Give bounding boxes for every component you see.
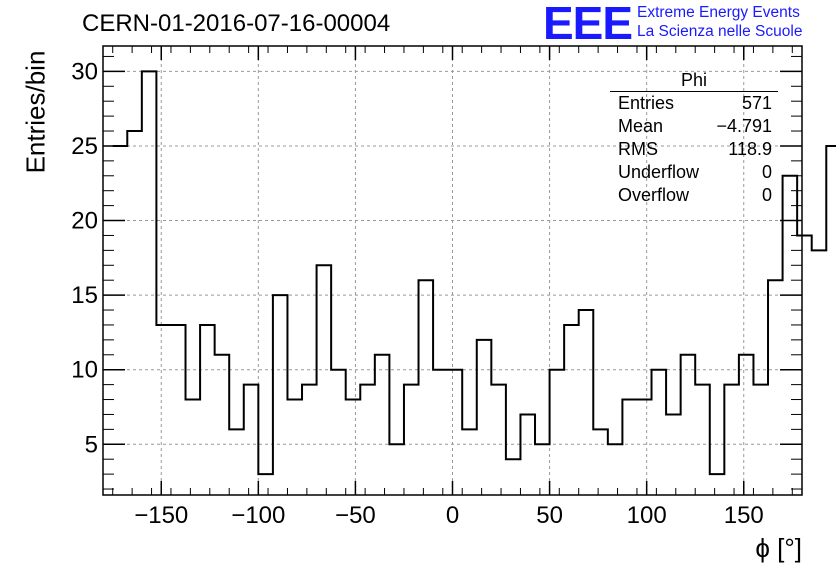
stats-label: Entries: [618, 93, 675, 113]
x-tick-label: 150: [724, 502, 764, 529]
chart-title: CERN-01-2016-07-16-00004: [82, 10, 391, 37]
x-tick-label: 0: [446, 502, 459, 529]
stats-box: Phi Entries 571 Mean −4.791 RMS 118.9 Un…: [610, 70, 778, 207]
axis-ticks: [103, 46, 802, 495]
x-tick-label: −100: [231, 502, 285, 529]
logo-line-2: La Scienza nelle Scuole: [637, 23, 803, 40]
stats-label: Underflow: [618, 162, 700, 182]
stats-row-underflow: Underflow 0: [610, 161, 778, 184]
stats-label: RMS: [618, 139, 658, 159]
y-tick-label: 5: [85, 431, 98, 458]
y-tick-label: 10: [71, 357, 98, 384]
stats-row-rms: RMS 118.9: [610, 138, 778, 161]
tick-labels: −150 −100 −50 0 50 100 150 5 10 15 20 25 30: [71, 58, 763, 529]
stats-value: 571: [741, 93, 772, 113]
y-tick-label: 30: [71, 58, 98, 85]
stats-row-entries: Entries 571: [610, 92, 778, 115]
y-axis-label: Entries/bin: [20, 50, 51, 174]
histogram-series: [112, 70, 836, 476]
stats-label: Overflow: [618, 185, 690, 205]
y-tick-label: 25: [71, 133, 98, 160]
logo-line-1: Extreme Energy Events: [637, 4, 800, 21]
x-tick-label: 100: [627, 502, 667, 529]
stats-title: Phi: [610, 70, 778, 92]
stats-row-overflow: Overflow 0: [610, 184, 778, 207]
eee-logo-text: Extreme Energy Events La Scienza nelle S…: [637, 3, 802, 41]
y-tick-label: 15: [71, 282, 98, 309]
x-axis-label: ϕ [°]: [755, 533, 802, 563]
eee-logo-mark: EEE: [543, 0, 633, 49]
stats-value: 0: [761, 185, 772, 205]
x-tick-label: −50: [335, 502, 376, 529]
stats-value: −4.791: [716, 116, 772, 136]
grid-lines: [103, 46, 802, 495]
x-tick-label: −150: [134, 502, 188, 529]
stats-label: Mean: [618, 116, 664, 136]
y-tick-label: 20: [71, 208, 98, 235]
stats-value: 118.9: [728, 139, 772, 159]
x-tick-label: 50: [536, 502, 563, 529]
stats-value: 0: [761, 162, 772, 182]
stats-row-mean: Mean −4.791: [610, 115, 778, 138]
